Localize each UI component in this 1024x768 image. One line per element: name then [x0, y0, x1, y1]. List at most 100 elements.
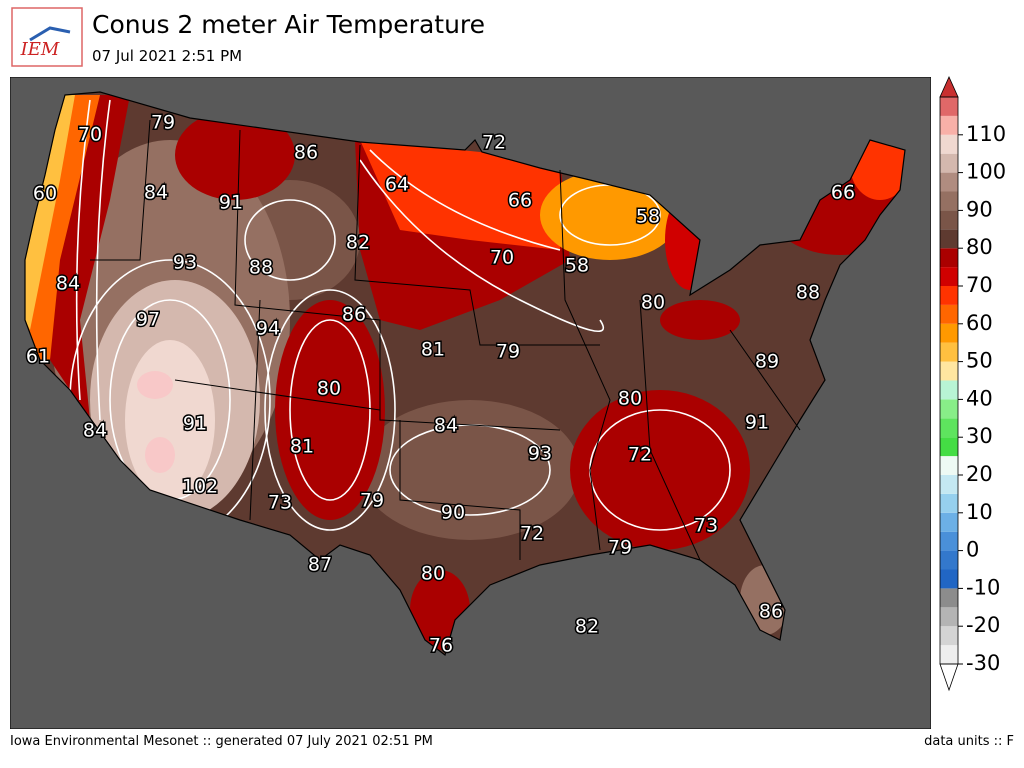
colorbar-bin — [940, 267, 958, 286]
colorbar-tick-label: 100 — [966, 160, 1006, 184]
colorbar-bin — [940, 304, 958, 324]
logo-text: IEM — [20, 39, 60, 60]
colorbar: -30 -20 -10 0 10 20 30 40 50 60 70 80 90 100 110 — [939, 76, 1006, 692]
colorbar-bin — [940, 134, 958, 154]
station-value: 91 — [745, 412, 769, 434]
station-value: 72 — [628, 444, 652, 466]
station-value: 73 — [694, 515, 718, 537]
station-value: 102 — [182, 476, 218, 498]
colorbar-bin — [940, 342, 958, 362]
colorbar-bin — [940, 323, 958, 343]
station-value: 87 — [308, 554, 332, 576]
map — [10, 77, 931, 729]
station-value: 81 — [421, 339, 445, 361]
station-value: 80 — [317, 378, 341, 400]
subtitle: 07 Jul 2021 2:51 PM — [92, 47, 242, 65]
station-value: 73 — [268, 492, 292, 514]
station-value: 81 — [290, 436, 314, 458]
station-value: 80 — [618, 388, 642, 410]
station-value: 60 — [33, 183, 57, 205]
colorbar-tick-label: 20 — [966, 462, 993, 486]
colorbar-tick-label: -10 — [966, 575, 1000, 599]
colorbar-tick-label: 50 — [966, 349, 993, 373]
colorbar-tick-label: 30 — [966, 424, 993, 448]
colorbar-bin — [940, 191, 958, 211]
station-value: 86 — [342, 304, 366, 326]
station-value: 86 — [294, 142, 318, 164]
colorbar-bin — [940, 475, 958, 494]
station-value: 58 — [565, 255, 589, 277]
colorbar-under — [939, 663, 959, 692]
station-value: 76 — [429, 635, 453, 657]
station-value: 79 — [608, 537, 632, 559]
station-value: 58 — [636, 206, 660, 228]
station-value: 90 — [441, 502, 465, 524]
colorbar-bin — [940, 550, 958, 570]
colorbar-bin — [940, 399, 958, 419]
colorbar-bin — [940, 493, 958, 513]
colorbar-bin — [940, 607, 958, 627]
colorbar-frame — [939, 96, 959, 665]
colorbar-bin — [940, 645, 958, 664]
station-value: 91 — [219, 192, 243, 214]
colorbar-bin — [940, 626, 958, 646]
title: Conus 2 meter Air Temperature — [92, 10, 485, 39]
footer-right: data units :: F — [924, 734, 1014, 749]
footer-left: Iowa Environmental Mesonet :: generated … — [10, 734, 433, 749]
state-lines — [90, 119, 801, 561]
colorbar-tick-label: -30 — [966, 651, 1000, 675]
station-value: 86 — [759, 601, 783, 623]
station-value: 97 — [136, 309, 160, 331]
station-value: 84 — [434, 415, 458, 437]
station-value: 93 — [173, 252, 197, 274]
station-value: 84 — [144, 182, 168, 204]
station-value: 89 — [755, 351, 779, 373]
station-value: 79 — [151, 112, 175, 134]
temperature-field — [25, 95, 905, 650]
colorbar-over — [939, 76, 959, 98]
colorbar-bin — [940, 172, 958, 192]
colorbar-tick-label: 40 — [966, 386, 993, 410]
logo: IEM — [11, 7, 83, 67]
station-value: 91 — [183, 413, 207, 435]
station-value: 72 — [482, 132, 506, 154]
station-value: 82 — [346, 232, 370, 254]
station-value: 93 — [528, 443, 552, 465]
station-value: 84 — [56, 273, 80, 295]
station-value: 70 — [78, 124, 102, 146]
colorbar-tick-label: 10 — [966, 500, 993, 524]
station-value: 82 — [575, 616, 599, 638]
station-value: 88 — [249, 257, 273, 279]
colorbar-bin — [940, 512, 958, 532]
colorbar-bin — [940, 418, 958, 438]
colorbar-tick-label: -20 — [966, 613, 1000, 637]
station-value: 72 — [520, 523, 544, 545]
colorbar-tick-label: 70 — [966, 273, 993, 297]
colorbar-tick-label: 90 — [966, 197, 993, 221]
station-value: 66 — [508, 190, 532, 212]
colorbar-tick-label: 60 — [966, 311, 993, 335]
station-value: 80 — [641, 292, 665, 314]
colorbar-tick-label: 0 — [966, 538, 979, 562]
station-value: 66 — [831, 182, 855, 204]
colorbar-bin — [940, 229, 958, 249]
colorbar-bin — [940, 588, 958, 608]
colorbar-tick-label: 110 — [966, 122, 1006, 146]
station-value: 94 — [256, 318, 280, 340]
colorbar-bin — [940, 97, 958, 116]
station-value: 84 — [83, 420, 107, 442]
colorbar-bin — [940, 286, 958, 305]
colorbar-bin — [940, 115, 958, 135]
colorbar-tick-label: 80 — [966, 235, 993, 259]
station-value: 79 — [496, 341, 520, 363]
station-value: 70 — [490, 247, 514, 269]
station-value: 61 — [26, 346, 50, 368]
colorbar-bin — [940, 210, 958, 230]
colorbar-bin — [940, 153, 958, 173]
colorbar-bin — [940, 437, 958, 457]
colorbar-bin — [940, 456, 958, 475]
station-value: 80 — [421, 563, 445, 585]
colorbar-bin — [940, 569, 958, 589]
colorbar-bin — [940, 248, 958, 268]
